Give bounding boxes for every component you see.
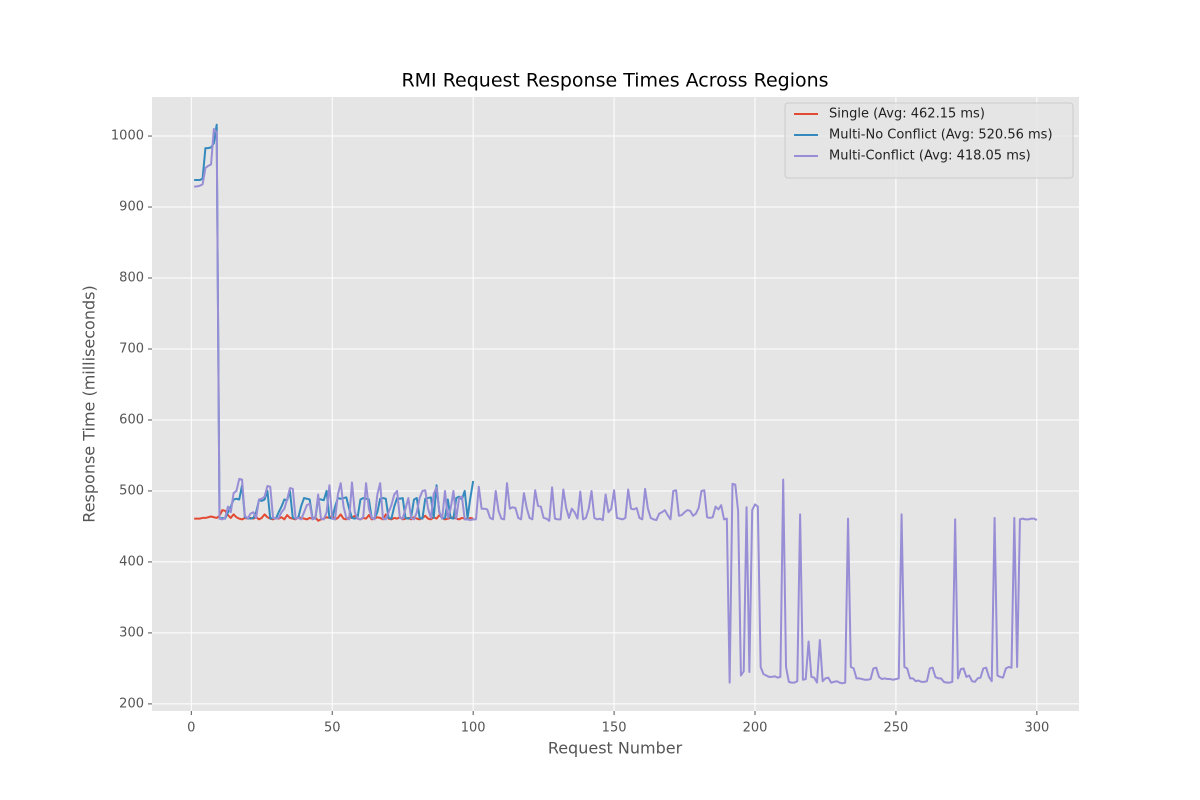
y-tick-label: 200 — [119, 696, 144, 711]
chart-title: RMI Request Response Times Across Region… — [401, 70, 828, 92]
y-tick-label: 900 — [119, 200, 144, 215]
y-tick-label: 800 — [119, 271, 144, 286]
x-tick-label: 50 — [324, 721, 341, 736]
y-tick-label: 600 — [119, 412, 144, 427]
legend-label: Single (Avg: 462.15 ms) — [829, 107, 985, 122]
x-tick-label: 0 — [187, 721, 195, 736]
legend-label: Multi-Conflict (Avg: 418.05 ms) — [829, 149, 1031, 164]
legend: Single (Avg: 462.15 ms) Multi-No Conflict… — [784, 102, 1074, 179]
y-tick-label: 300 — [119, 625, 144, 640]
x-tick-label: 100 — [461, 721, 486, 736]
series-line — [194, 127, 1038, 685]
series-line — [194, 509, 474, 522]
grid — [152, 97, 1079, 711]
x-tick-label: 150 — [602, 721, 627, 736]
lines — [194, 123, 1038, 685]
y-axis-label: Response Time (milliseconds) — [80, 285, 99, 522]
x-tick-label: 300 — [1024, 721, 1049, 736]
y-tick-label: 400 — [119, 554, 144, 569]
plot-area — [152, 97, 1079, 711]
legend-label: Multi-No Conflict (Avg: 520.56 ms) — [829, 128, 1053, 143]
y-tick-label: 500 — [119, 483, 144, 498]
x-axis-label: Request Number — [548, 739, 683, 758]
y-tick-label: 700 — [119, 341, 144, 356]
y-tick-label: 1000 — [111, 129, 144, 144]
x-tick-label: 250 — [884, 721, 909, 736]
x-tick-label: 200 — [743, 721, 768, 736]
legend-box — [784, 102, 1074, 179]
